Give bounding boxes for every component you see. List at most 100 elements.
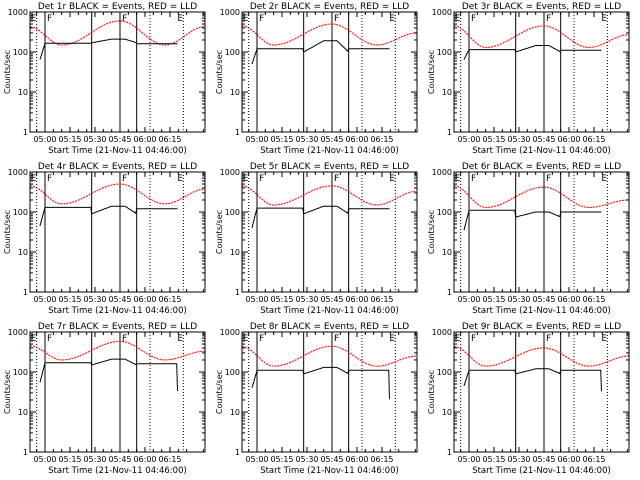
series-line-events xyxy=(463,368,602,392)
y-tick-label: 10 xyxy=(230,408,240,417)
marker-label-f: F xyxy=(259,14,264,24)
y-axis-label: Counts/sec xyxy=(215,210,224,254)
marker-label-f: F xyxy=(471,334,476,344)
marker-label-f: F xyxy=(546,174,551,184)
y-axis-label: Counts/sec xyxy=(215,50,224,94)
x-tick-label: 06:00 xyxy=(133,135,156,144)
x-tick-label: 05:15 xyxy=(482,295,505,304)
x-tick-label: 05:00 xyxy=(245,295,268,304)
y-tick-label: 1000 xyxy=(220,168,240,177)
x-tick-label: 05:30 xyxy=(83,135,106,144)
y-tick-label: 10 xyxy=(18,248,28,257)
x-tick-label: 05:15 xyxy=(482,455,505,464)
x-tick-label: 05:30 xyxy=(83,455,106,464)
x-tick-label: 05:00 xyxy=(245,455,268,464)
marker-label-e: E xyxy=(601,334,607,344)
y-tick-label: 10 xyxy=(442,88,452,97)
panel-title: Det 4r BLACK = Events, RED = LLD xyxy=(38,162,197,172)
x-tick-label: 06:00 xyxy=(557,455,580,464)
y-tick-label: 1 xyxy=(447,448,452,457)
panel-title: Det 8r BLACK = Events, RED = LLD xyxy=(250,322,409,332)
y-tick-label: 1 xyxy=(235,128,240,137)
y-tick-label: 100 xyxy=(225,208,240,217)
x-tick-label: 05:00 xyxy=(457,135,480,144)
y-tick-label: 1 xyxy=(447,288,452,297)
series-line-events xyxy=(463,45,602,60)
series-line-lld xyxy=(30,183,205,205)
x-axis-label: Start Time (21-Nov-11 04:46:00) xyxy=(48,306,187,316)
y-axis-label: Counts/sec xyxy=(215,370,224,414)
x-tick-label: 06:15 xyxy=(582,295,605,304)
x-tick-label: 05:30 xyxy=(507,135,530,144)
y-tick-label: 1000 xyxy=(220,8,240,17)
x-tick-label: 06:15 xyxy=(370,455,393,464)
x-tick-label: 06:00 xyxy=(557,295,580,304)
x-tick-label: 05:15 xyxy=(270,135,293,144)
panel-title: Det 6r BLACK = Events, RED = LLD xyxy=(462,162,621,172)
y-axis-label: Counts/sec xyxy=(427,50,436,94)
marker-label-f: F xyxy=(471,14,476,24)
marker-label-e: E xyxy=(389,14,395,24)
y-axis-label: Counts/sec xyxy=(427,370,436,414)
x-tick-label: 05:00 xyxy=(33,295,56,304)
marker-label-e: E xyxy=(455,334,461,344)
series-line-events xyxy=(251,366,390,400)
marker-label-f: F xyxy=(334,14,339,24)
marker-label-f: F xyxy=(47,14,52,24)
series-line-events xyxy=(251,205,390,229)
x-tick-label: 06:00 xyxy=(345,135,368,144)
panel-title: Det 9r BLACK = Events, RED = LLD xyxy=(462,322,621,332)
marker-label-f: F xyxy=(471,174,476,184)
series-line-lld xyxy=(30,340,205,361)
marker-label-f: F xyxy=(334,174,339,184)
y-tick-label: 100 xyxy=(13,48,28,57)
y-tick-label: 100 xyxy=(225,48,240,57)
y-tick-label: 1000 xyxy=(432,168,452,177)
y-axis-label: Counts/sec xyxy=(3,210,12,254)
y-tick-label: 1 xyxy=(447,128,452,137)
marker-label-e: E xyxy=(243,174,249,184)
plot-frame xyxy=(453,331,630,453)
marker-label-e: E xyxy=(243,334,249,344)
y-tick-label: 10 xyxy=(230,88,240,97)
y-axis-label: Counts/sec xyxy=(3,50,12,94)
x-tick-label: 06:15 xyxy=(158,135,181,144)
marker-label-f: F xyxy=(122,14,127,24)
marker-label-e: E xyxy=(31,14,37,24)
x-tick-label: 05:45 xyxy=(108,295,131,304)
marker-label-f: F xyxy=(122,174,127,184)
x-tick-label: 05:45 xyxy=(532,455,555,464)
x-axis-label: Start Time (21-Nov-11 04:46:00) xyxy=(260,146,399,156)
series-line-events xyxy=(251,40,390,65)
x-tick-label: 05:15 xyxy=(270,455,293,464)
x-tick-label: 05:30 xyxy=(507,295,530,304)
panel-title: Det 7r BLACK = Events, RED = LLD xyxy=(38,322,197,332)
y-tick-label: 1 xyxy=(235,448,240,457)
x-tick-label: 06:15 xyxy=(158,455,181,464)
x-tick-label: 05:00 xyxy=(33,135,56,144)
y-tick-label: 100 xyxy=(13,208,28,217)
series-line-lld xyxy=(242,345,417,367)
x-tick-label: 06:00 xyxy=(133,455,156,464)
plot-frame xyxy=(29,11,206,133)
series-line-lld xyxy=(30,20,205,46)
x-tick-label: 05:30 xyxy=(295,135,318,144)
y-axis-label: Counts/sec xyxy=(3,370,12,414)
y-tick-label: 100 xyxy=(437,208,452,217)
marker-label-e: E xyxy=(455,174,461,184)
x-tick-label: 05:15 xyxy=(58,295,81,304)
x-tick-label: 05:45 xyxy=(532,295,555,304)
series-line-events xyxy=(463,209,602,231)
marker-label-e: E xyxy=(243,14,249,24)
y-tick-label: 1 xyxy=(23,448,28,457)
marker-label-e: E xyxy=(177,174,183,184)
